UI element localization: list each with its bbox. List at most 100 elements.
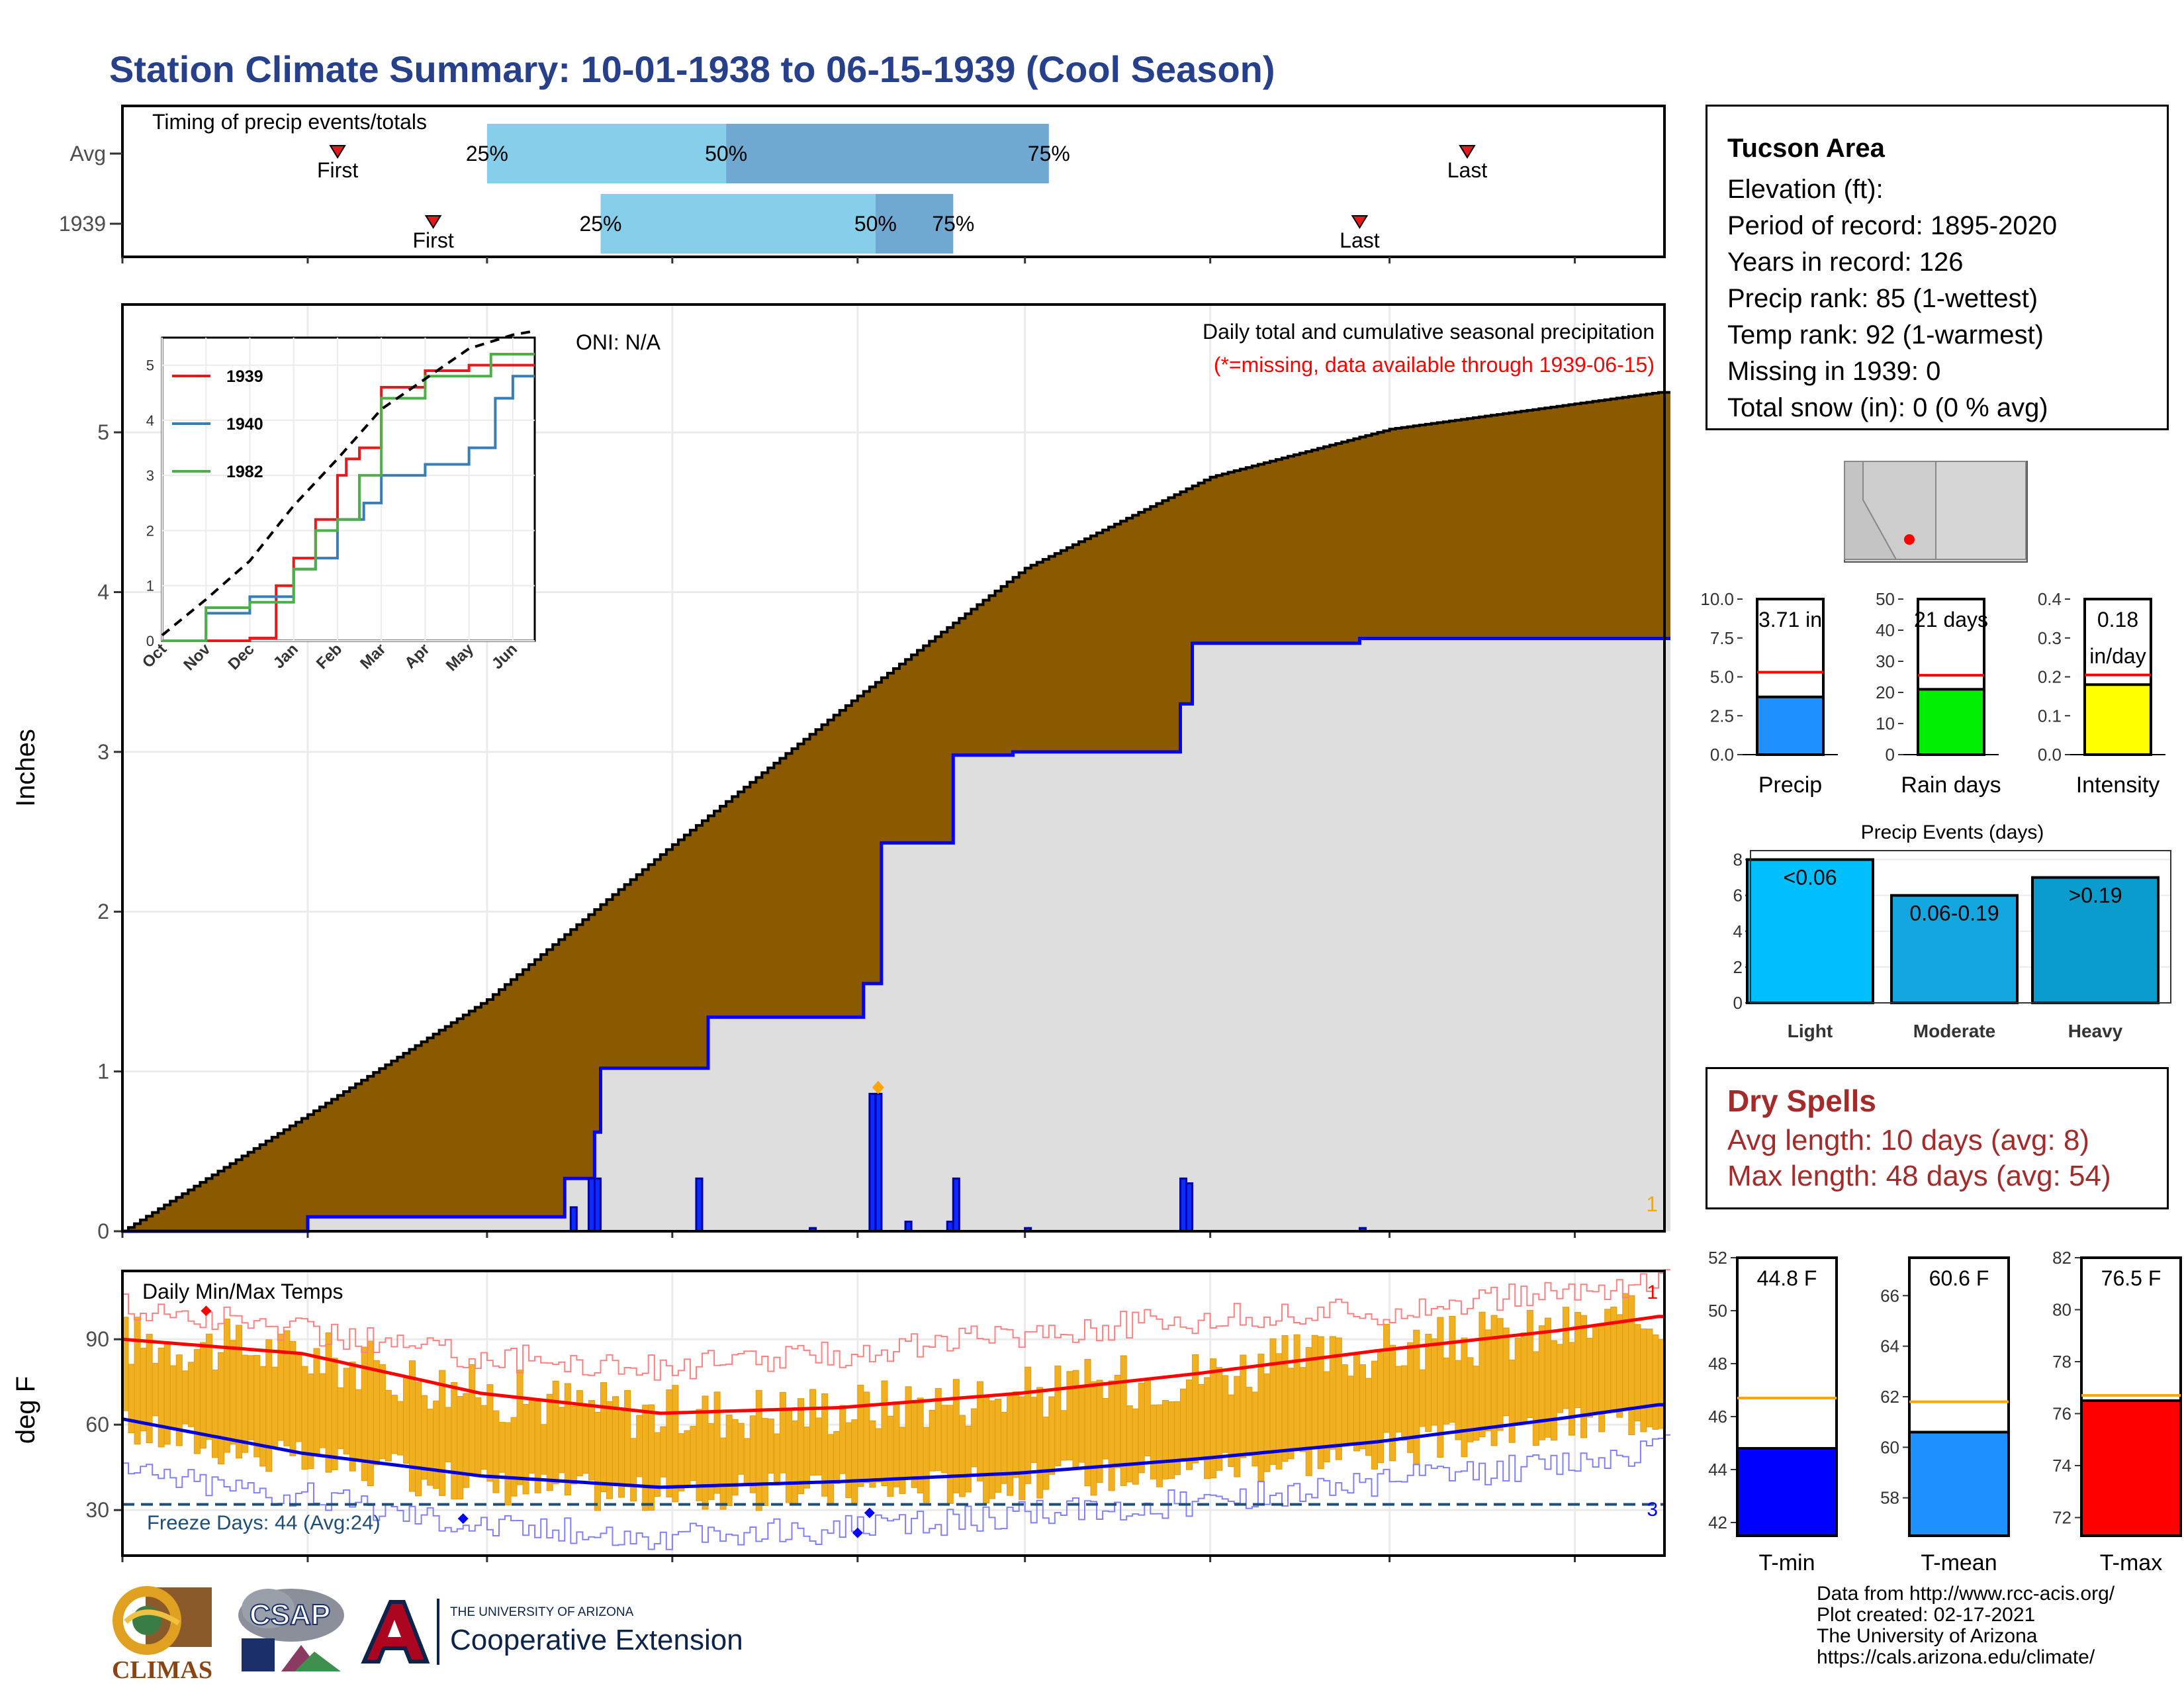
percentile-label: 75% — [932, 212, 974, 236]
y-tick-label: 0 — [97, 1219, 109, 1243]
y-tick-label: 58 — [1880, 1488, 1899, 1508]
y-tick-label: 66 — [1880, 1286, 1899, 1305]
y-tick-label: 52 — [1708, 1248, 1727, 1268]
daily-temp-bar — [1246, 1387, 1253, 1456]
daily-precip-bar — [952, 1177, 960, 1233]
y-tick-label: 74 — [2052, 1456, 2071, 1476]
daily-temp-bar — [737, 1423, 745, 1475]
daily-temp-bar — [1652, 1335, 1659, 1430]
daily-temp-bar — [236, 1325, 243, 1459]
y-tick-label: 0.1 — [2038, 706, 2062, 726]
station-line: Missing in 1939: 0 — [1727, 357, 1941, 386]
percentile-bar-25-50 — [486, 124, 727, 183]
missing-note: (*=missing, data available through 1939-… — [1214, 353, 1655, 377]
last-marker — [1351, 215, 1369, 229]
daily-temp-bar — [1179, 1388, 1187, 1459]
daily-temp-bar — [1622, 1293, 1629, 1409]
daily-temp-bar — [1090, 1381, 1097, 1496]
y-tick-label: 64 — [1880, 1336, 1899, 1356]
daily-temp-bar — [1293, 1334, 1300, 1450]
daily-temp-bar — [995, 1399, 1002, 1493]
daily-temp-bar — [217, 1352, 225, 1465]
daily-temp-bar — [558, 1407, 565, 1474]
station-line: Total snow (in): 0 (0 % avg) — [1727, 393, 2048, 422]
y-tick-label: 82 — [2052, 1248, 2071, 1268]
bar-category-label: Rain days — [1901, 773, 2001, 798]
y-tick-label: 8 — [1733, 850, 1743, 870]
temp-title: Daily Min/Max Temps — [142, 1280, 343, 1303]
daily-temp-bar — [1347, 1376, 1354, 1444]
precip-chart: 0 1 2 3 4 5 1 ONI: N/A Daily total and cumulativ… — [11, 303, 1671, 1243]
y-tick-label: 42 — [1708, 1513, 1727, 1532]
y-tick-label: 60 — [1880, 1437, 1899, 1457]
daily-temp-bar — [755, 1389, 762, 1511]
y-tick-label: 40 — [1876, 620, 1895, 640]
daily-temp-bar — [1013, 1391, 1020, 1478]
bar-category-label: Intensity — [2076, 773, 2160, 798]
y-tick-label: 4 — [97, 580, 109, 604]
daily-temp-bar — [349, 1362, 356, 1472]
daily-temp-bar — [1569, 1342, 1576, 1436]
timing-title: Timing of precip events/totals — [152, 110, 427, 134]
daily-precip-bar — [695, 1177, 704, 1233]
cumulative-1939-line — [122, 637, 1670, 1233]
event-range-label: >0.19 — [2069, 884, 2122, 908]
daily-temp-bar — [271, 1366, 279, 1448]
daily-temp-bar — [1198, 1383, 1205, 1460]
daily-temp-bar — [1580, 1315, 1588, 1438]
map-state-arizona — [1862, 461, 1936, 560]
daily-temp-bar — [1204, 1377, 1211, 1479]
event-category-label: Heavy — [2068, 1021, 2123, 1041]
inset-frame — [161, 336, 536, 642]
record-high-line — [122, 1269, 1670, 1381]
daily-temp-bar — [1019, 1396, 1026, 1501]
y-tick-label: 72 — [2052, 1508, 2071, 1528]
daily-temp-bar — [193, 1349, 201, 1454]
y-tick-label: 48 — [1708, 1354, 1727, 1374]
daily-temp-bar — [1030, 1397, 1038, 1463]
percentile-label: 50% — [854, 212, 897, 236]
ua-divider — [437, 1599, 439, 1665]
daily-temp-bar — [1371, 1360, 1379, 1470]
events-frame — [1750, 850, 2171, 1004]
percentile-bar-25-50 — [600, 194, 876, 254]
daily-temp-bar — [516, 1370, 523, 1485]
y-tick-label: 0.0 — [1710, 745, 1734, 765]
daily-temp-bar — [1138, 1382, 1145, 1474]
daily-temp-bar — [1389, 1344, 1396, 1462]
daily-temp-bar — [1532, 1351, 1539, 1446]
station-line: Precip rank: 85 (1-wettest) — [1727, 284, 2038, 313]
climas-logo-graphic — [113, 1586, 212, 1655]
daily-temp-bar — [1640, 1328, 1647, 1432]
daily-temp-bar — [940, 1405, 948, 1474]
daily-temp-bar — [1526, 1309, 1533, 1419]
y-tick-label: 2 — [1733, 957, 1743, 977]
daily-temp-bar — [181, 1370, 189, 1425]
daily-temp-bar — [457, 1395, 464, 1499]
daily-precip-bar — [904, 1221, 913, 1233]
daily-temp-bar — [1353, 1352, 1360, 1452]
record-low-line — [122, 1434, 1670, 1550]
last-label: Last — [1340, 228, 1380, 252]
daily-temp-bar — [803, 1427, 811, 1489]
y-axis-label: Inches — [11, 729, 40, 807]
dry-spells-box: Dry Spells Avg length: 10 days (avg: 8) … — [1706, 1067, 2169, 1209]
csap-text: CSAP — [249, 1598, 331, 1632]
summary-bar — [1917, 688, 1985, 756]
daily-temp-bar — [498, 1422, 506, 1473]
inset-y-tick: 1 — [146, 578, 154, 594]
y-tick-label: 46 — [1708, 1407, 1727, 1427]
daily-temp-bar — [158, 1347, 165, 1448]
inset-legend-label: 1939 — [226, 367, 263, 386]
last-marker — [1459, 145, 1476, 159]
inset-y-tick: 4 — [146, 412, 154, 429]
y-tick-label: 2.5 — [1710, 706, 1734, 726]
daily-temp-bar — [1562, 1307, 1570, 1409]
daily-temp-bar — [1048, 1396, 1056, 1475]
inset-y-tick: 5 — [146, 357, 154, 374]
daily-temp-bar — [1150, 1404, 1157, 1479]
daily-temp-bar — [1598, 1323, 1606, 1432]
credit-line: Data from http://www.rcc-acis.org/ — [1817, 1583, 2115, 1605]
daily-temp-bar — [899, 1427, 906, 1494]
daily-temp-bar — [570, 1405, 577, 1485]
